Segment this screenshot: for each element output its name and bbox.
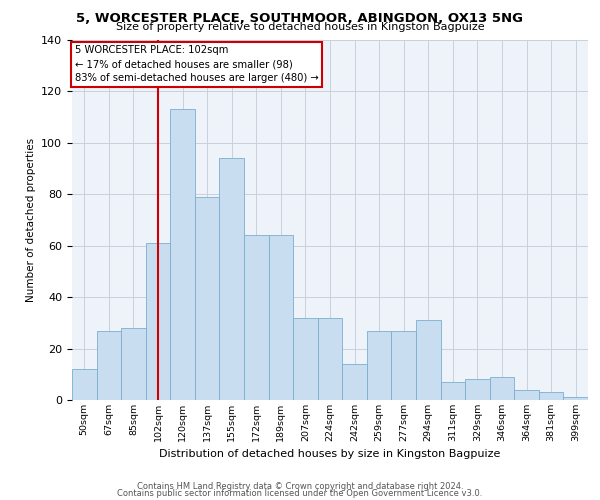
- Bar: [514, 390, 539, 400]
- Bar: [195, 197, 220, 400]
- X-axis label: Distribution of detached houses by size in Kingston Bagpuize: Distribution of detached houses by size …: [160, 450, 500, 460]
- Bar: [416, 320, 440, 400]
- Text: 5 WORCESTER PLACE: 102sqm
← 17% of detached houses are smaller (98)
83% of semi-: 5 WORCESTER PLACE: 102sqm ← 17% of detac…: [74, 46, 319, 84]
- Text: Contains public sector information licensed under the Open Government Licence v3: Contains public sector information licen…: [118, 489, 482, 498]
- Bar: [490, 377, 514, 400]
- Bar: [539, 392, 563, 400]
- Bar: [244, 236, 269, 400]
- Bar: [72, 369, 97, 400]
- Bar: [220, 158, 244, 400]
- Bar: [342, 364, 367, 400]
- Text: Contains HM Land Registry data © Crown copyright and database right 2024.: Contains HM Land Registry data © Crown c…: [137, 482, 463, 491]
- Text: Size of property relative to detached houses in Kingston Bagpuize: Size of property relative to detached ho…: [116, 22, 484, 32]
- Bar: [391, 330, 416, 400]
- Bar: [146, 243, 170, 400]
- Bar: [97, 330, 121, 400]
- Bar: [318, 318, 342, 400]
- Bar: [293, 318, 318, 400]
- Bar: [170, 110, 195, 400]
- Bar: [367, 330, 391, 400]
- Bar: [563, 398, 588, 400]
- Text: 5, WORCESTER PLACE, SOUTHMOOR, ABINGDON, OX13 5NG: 5, WORCESTER PLACE, SOUTHMOOR, ABINGDON,…: [77, 12, 523, 26]
- Bar: [465, 380, 490, 400]
- Bar: [440, 382, 465, 400]
- Bar: [269, 236, 293, 400]
- Bar: [121, 328, 146, 400]
- Y-axis label: Number of detached properties: Number of detached properties: [26, 138, 35, 302]
